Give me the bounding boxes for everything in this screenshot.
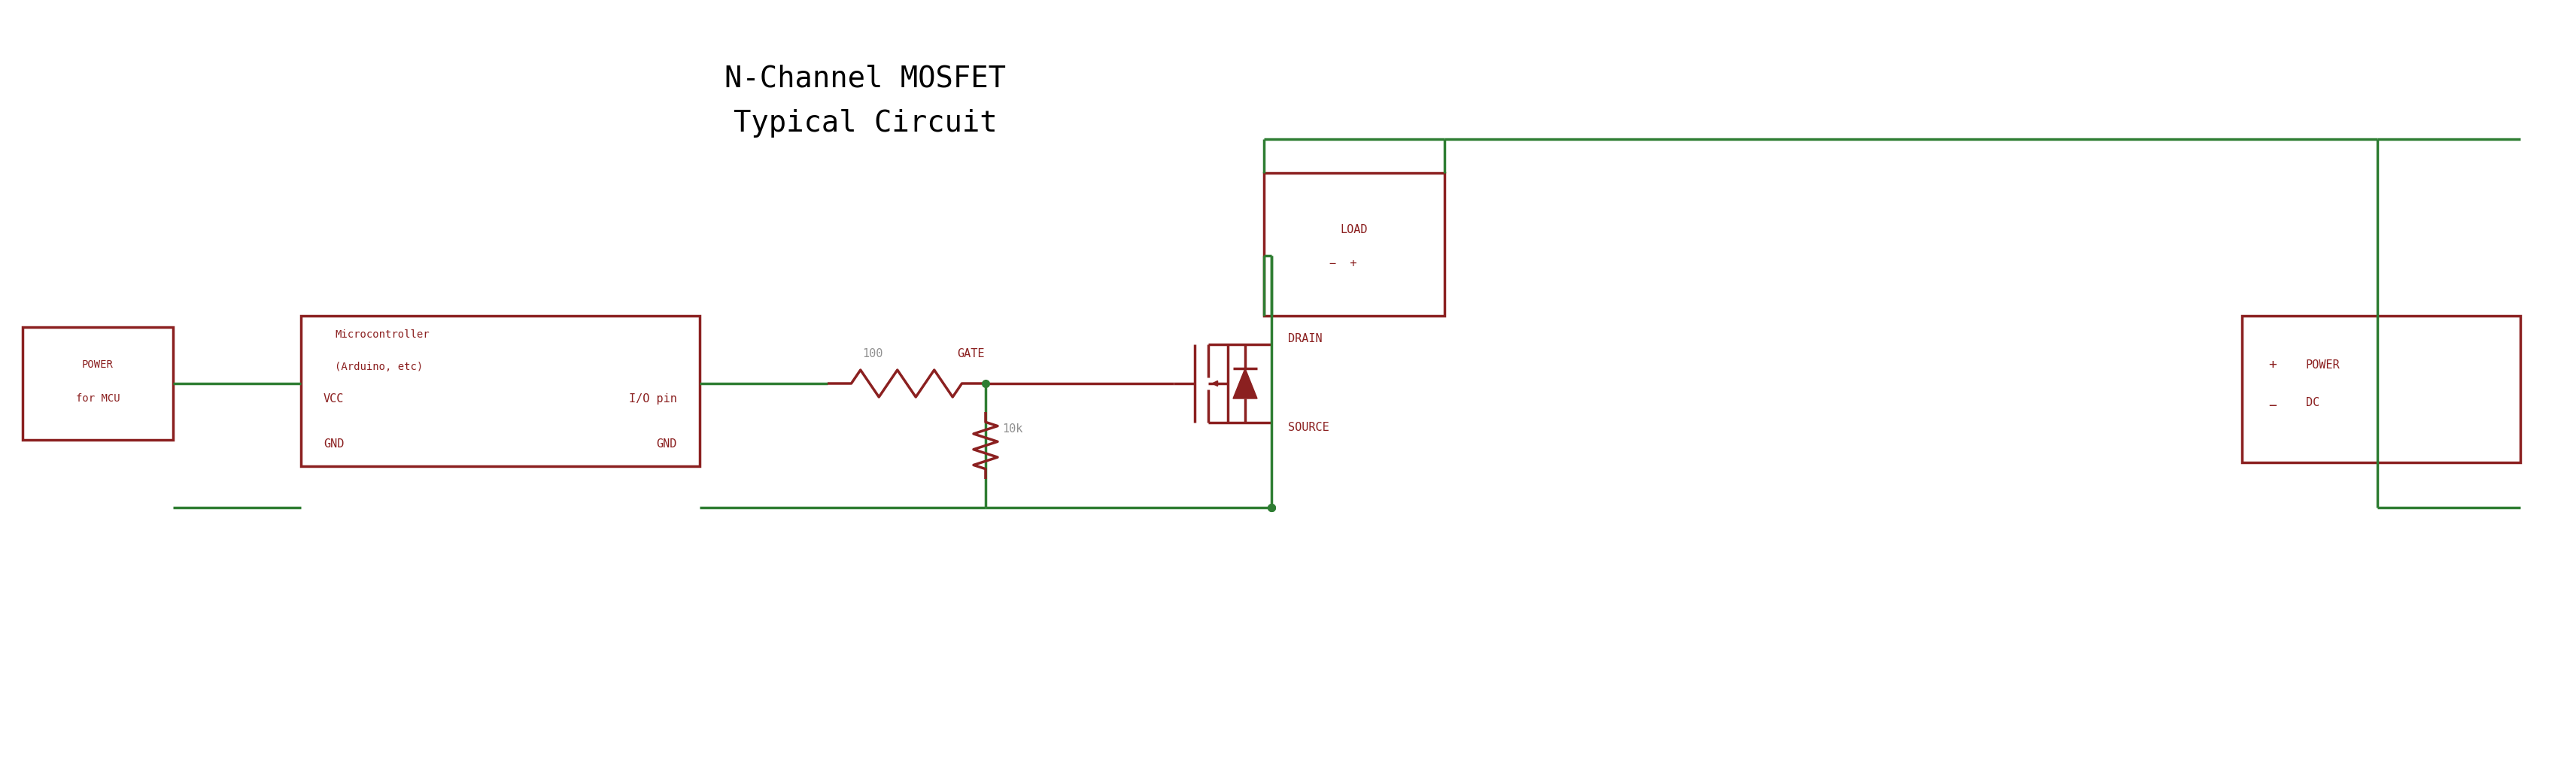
Text: Typical Circuit: Typical Circuit xyxy=(734,109,997,138)
Text: for MCU: for MCU xyxy=(75,393,121,404)
Polygon shape xyxy=(1234,368,1257,399)
Text: +: + xyxy=(2269,358,2277,371)
Text: I/O pin: I/O pin xyxy=(629,393,677,404)
Bar xyxy=(23,327,173,440)
Text: DC: DC xyxy=(2306,396,2318,408)
Text: SOURCE: SOURCE xyxy=(1288,421,1329,432)
Bar xyxy=(2241,316,2519,462)
Text: POWER: POWER xyxy=(82,360,113,370)
Text: −: − xyxy=(2269,400,2277,413)
Text: DRAIN: DRAIN xyxy=(1288,332,1321,344)
Text: (Arduino, etc): (Arduino, etc) xyxy=(335,362,422,372)
Text: 10k: 10k xyxy=(1002,423,1023,435)
Text: N-Channel MOSFET: N-Channel MOSFET xyxy=(724,64,1005,92)
Text: GND: GND xyxy=(657,438,677,450)
Text: −  +: − + xyxy=(1329,257,1358,269)
Text: GATE: GATE xyxy=(956,348,984,360)
Text: Microcontroller: Microcontroller xyxy=(335,329,430,340)
Text: VCC: VCC xyxy=(325,393,345,404)
Bar xyxy=(1265,173,1445,316)
Text: GND: GND xyxy=(325,438,345,450)
Bar xyxy=(301,316,701,466)
Text: POWER: POWER xyxy=(2306,359,2339,371)
Text: 100: 100 xyxy=(863,348,884,360)
Text: LOAD: LOAD xyxy=(1340,224,1368,235)
